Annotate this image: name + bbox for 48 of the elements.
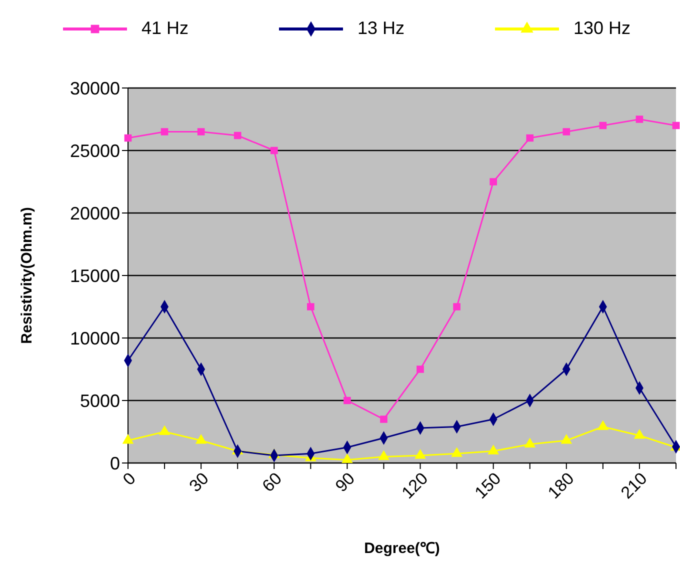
point xyxy=(270,146,278,154)
legend-label: 41 Hz xyxy=(141,18,188,39)
point xyxy=(451,448,462,457)
x-tick-label: 0 xyxy=(119,468,140,490)
point xyxy=(599,122,607,130)
point xyxy=(414,449,426,459)
point xyxy=(122,434,134,444)
point xyxy=(159,426,170,436)
point xyxy=(380,416,388,423)
x-tick-label: 150 xyxy=(471,468,505,502)
point xyxy=(197,128,205,136)
x-tick-label: 60 xyxy=(258,468,286,496)
point xyxy=(488,445,499,454)
point xyxy=(416,366,424,373)
x-tick-label: 180 xyxy=(544,468,578,502)
y-tick-label: 20000 xyxy=(70,203,120,224)
x-tick-label: 210 xyxy=(617,468,651,502)
point xyxy=(598,420,608,430)
point xyxy=(453,303,460,310)
point xyxy=(124,134,132,142)
point xyxy=(378,450,390,460)
point xyxy=(672,122,680,130)
x-tick-label: 120 xyxy=(398,468,432,502)
x-tick-label: 30 xyxy=(186,468,212,496)
point xyxy=(562,128,570,136)
legend-label: 130 Hz xyxy=(573,18,630,39)
legend-label: 13 Hz xyxy=(357,18,404,39)
y-tick-label: 5000 xyxy=(80,390,120,411)
x-tick-label: 90 xyxy=(332,468,359,496)
x-axis-title: Degree(℃) xyxy=(364,540,440,557)
point xyxy=(490,178,497,186)
point xyxy=(160,128,168,136)
point xyxy=(524,438,536,448)
y-tick-label: 10000 xyxy=(70,328,120,348)
point xyxy=(342,454,353,463)
y-tick-label: 25000 xyxy=(70,140,120,161)
point xyxy=(634,429,645,439)
point xyxy=(196,434,206,444)
point xyxy=(636,116,644,123)
point xyxy=(307,303,314,310)
point xyxy=(561,434,572,444)
y-axis-title: Resistivity(Ohm.m) xyxy=(18,207,36,344)
point xyxy=(234,132,242,140)
y-tick-label: 30000 xyxy=(70,78,120,98)
point xyxy=(526,134,534,142)
y-tick-label: 0 xyxy=(110,453,120,474)
point xyxy=(344,396,351,404)
y-tick-label: 15000 xyxy=(70,266,120,286)
